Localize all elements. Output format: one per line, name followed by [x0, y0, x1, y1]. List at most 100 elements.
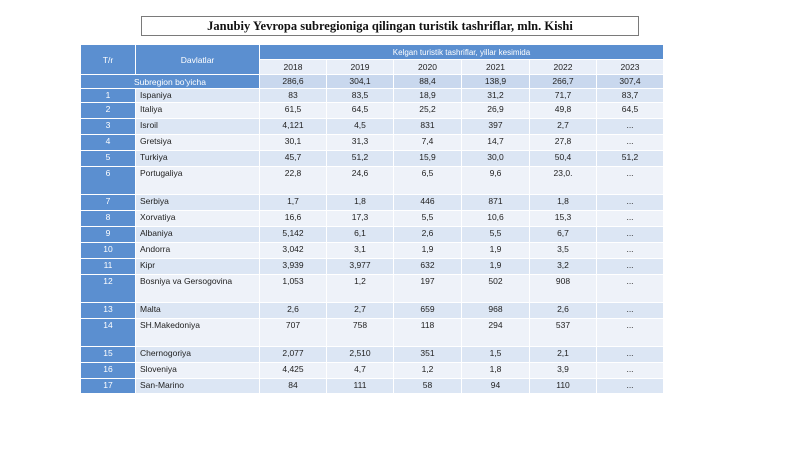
table-cell: 2,077: [259, 346, 327, 363]
table-row: 8 Xorvatiya 16,6 17,3 5,5 10,6 15,3...: [80, 210, 664, 227]
table-cell: ...: [596, 346, 664, 363]
table-cell: ...: [596, 166, 664, 195]
table-cell: 1,2: [393, 362, 462, 379]
table-cell: 14,7: [461, 134, 530, 151]
row-number: 7: [80, 194, 136, 211]
table-cell: 31,3: [326, 134, 394, 151]
table-cell: 22,8: [259, 166, 327, 195]
header-year: 2020: [393, 59, 462, 75]
table-cell: ...: [596, 242, 664, 259]
page-title: Janubiy Yevropa subregioniga qilingan tu…: [141, 16, 639, 36]
header-year: 2018: [259, 59, 327, 75]
table-row: 12 Bosniya va Gersogovina 1,053 1,2 197 502 90…: [80, 274, 664, 303]
table-cell: 908: [529, 274, 597, 303]
table-cell: 10,6: [461, 210, 530, 227]
table-cell: 397: [461, 118, 530, 135]
row-number: 1: [80, 88, 136, 103]
table-cell: 1,9: [393, 242, 462, 259]
table-cell: 83: [259, 88, 327, 103]
table-cell: 83,5: [326, 88, 394, 103]
table-cell: 2,510: [326, 346, 394, 363]
table-cell: 61,5: [259, 102, 327, 119]
subregion-value: 304,1: [326, 74, 394, 89]
table-cell: 30,0: [461, 150, 530, 167]
table-cell: 64,5: [326, 102, 394, 119]
table-cell: 3,939: [259, 258, 327, 275]
row-number: 16: [80, 362, 136, 379]
table-cell: 4,7: [326, 362, 394, 379]
table-cell: 758: [326, 318, 394, 347]
header-year: 2022: [529, 59, 597, 75]
table-cell: 24,6: [326, 166, 394, 195]
table-cell: 2,6: [259, 302, 327, 319]
table-cell: 83,7: [596, 88, 664, 103]
row-number: 14: [80, 318, 136, 347]
table-cell: 18,9: [393, 88, 462, 103]
table-cell: 1,8: [326, 194, 394, 211]
table-cell: 2,6: [393, 226, 462, 243]
table-row: 17 San-Marino 84 111 58 94 110...: [80, 378, 664, 394]
header-year: 2019: [326, 59, 394, 75]
table-cell: 23,0.: [529, 166, 597, 195]
table-cell: 58: [393, 378, 462, 394]
table-row: 9 Albaniya 5,142 6,1 2,6 5,5 6,7...: [80, 226, 664, 243]
country-name: Albaniya: [135, 226, 260, 243]
table-cell: 1,8: [461, 362, 530, 379]
table-row: 11 Kipr 3,939 3,977 632 1,9 3,2...: [80, 258, 664, 275]
table-cell: 26,9: [461, 102, 530, 119]
table-cell: 4,121: [259, 118, 327, 135]
country-name: Xorvatiya: [135, 210, 260, 227]
table-cell: 3,2: [529, 258, 597, 275]
table-cell: 45,7: [259, 150, 327, 167]
table-cell: 6,5: [393, 166, 462, 195]
subregion-value: 88,4: [393, 74, 462, 89]
country-name: Bosniya va Gersogovina: [135, 274, 260, 303]
table-cell: ...: [596, 194, 664, 211]
table-cell: 1,053: [259, 274, 327, 303]
table-cell: 1,2: [326, 274, 394, 303]
table-row: 6 Portugaliya 22,8 24,6 6,5 9,6 23,0....: [80, 166, 664, 195]
table-cell: 50,4: [529, 150, 597, 167]
table-cell: 632: [393, 258, 462, 275]
subregion-row: Subregion bo'yicha 286,6 304,1 88,4 138,…: [80, 74, 664, 89]
row-number: 17: [80, 378, 136, 394]
country-name: Gretsiya: [135, 134, 260, 151]
subregion-value: 286,6: [259, 74, 327, 89]
table-row: 13 Malta 2,6 2,7 659 968 2,6...: [80, 302, 664, 319]
table-cell: 49,8: [529, 102, 597, 119]
table-row: 7 Serbiya 1,7 1,8 446 871 1,8...: [80, 194, 664, 211]
subregion-value: 138,9: [461, 74, 530, 89]
table-cell: 111: [326, 378, 394, 394]
table-cell: 871: [461, 194, 530, 211]
table-row: 5 Turkiya 45,7 51,2 15,9 30,0 50,4 51,2: [80, 150, 664, 167]
table-cell: 537: [529, 318, 597, 347]
table-cell: 51,2: [326, 150, 394, 167]
table-cell: 7,4: [393, 134, 462, 151]
table-cell: 64,5: [596, 102, 664, 119]
country-name: Ispaniya: [135, 88, 260, 103]
table-cell: 110: [529, 378, 597, 394]
row-number: 15: [80, 346, 136, 363]
row-number: 3: [80, 118, 136, 135]
table-cell: 4,425: [259, 362, 327, 379]
table-row: 3 Isroil 4,121 4,5 831 397 2,7...: [80, 118, 664, 135]
header-num: T/r: [80, 44, 136, 75]
row-number: 5: [80, 150, 136, 167]
header-year: 2021: [461, 59, 530, 75]
country-name: Andorra: [135, 242, 260, 259]
table-cell: ...: [596, 378, 664, 394]
row-number: 4: [80, 134, 136, 151]
table-cell: 707: [259, 318, 327, 347]
table-cell: 659: [393, 302, 462, 319]
table-cell: ...: [596, 274, 664, 303]
table-row: 1 Ispaniya 83 83,5 18,9 31,2 71,7 83,7: [80, 88, 664, 103]
table-cell: ...: [596, 318, 664, 347]
country-name: Malta: [135, 302, 260, 319]
table-cell: 1,7: [259, 194, 327, 211]
table-cell: 30,1: [259, 134, 327, 151]
table-cell: 446: [393, 194, 462, 211]
table-cell: 16,6: [259, 210, 327, 227]
table-cell: 831: [393, 118, 462, 135]
table-cell: 6,1: [326, 226, 394, 243]
country-name: Portugaliya: [135, 166, 260, 195]
